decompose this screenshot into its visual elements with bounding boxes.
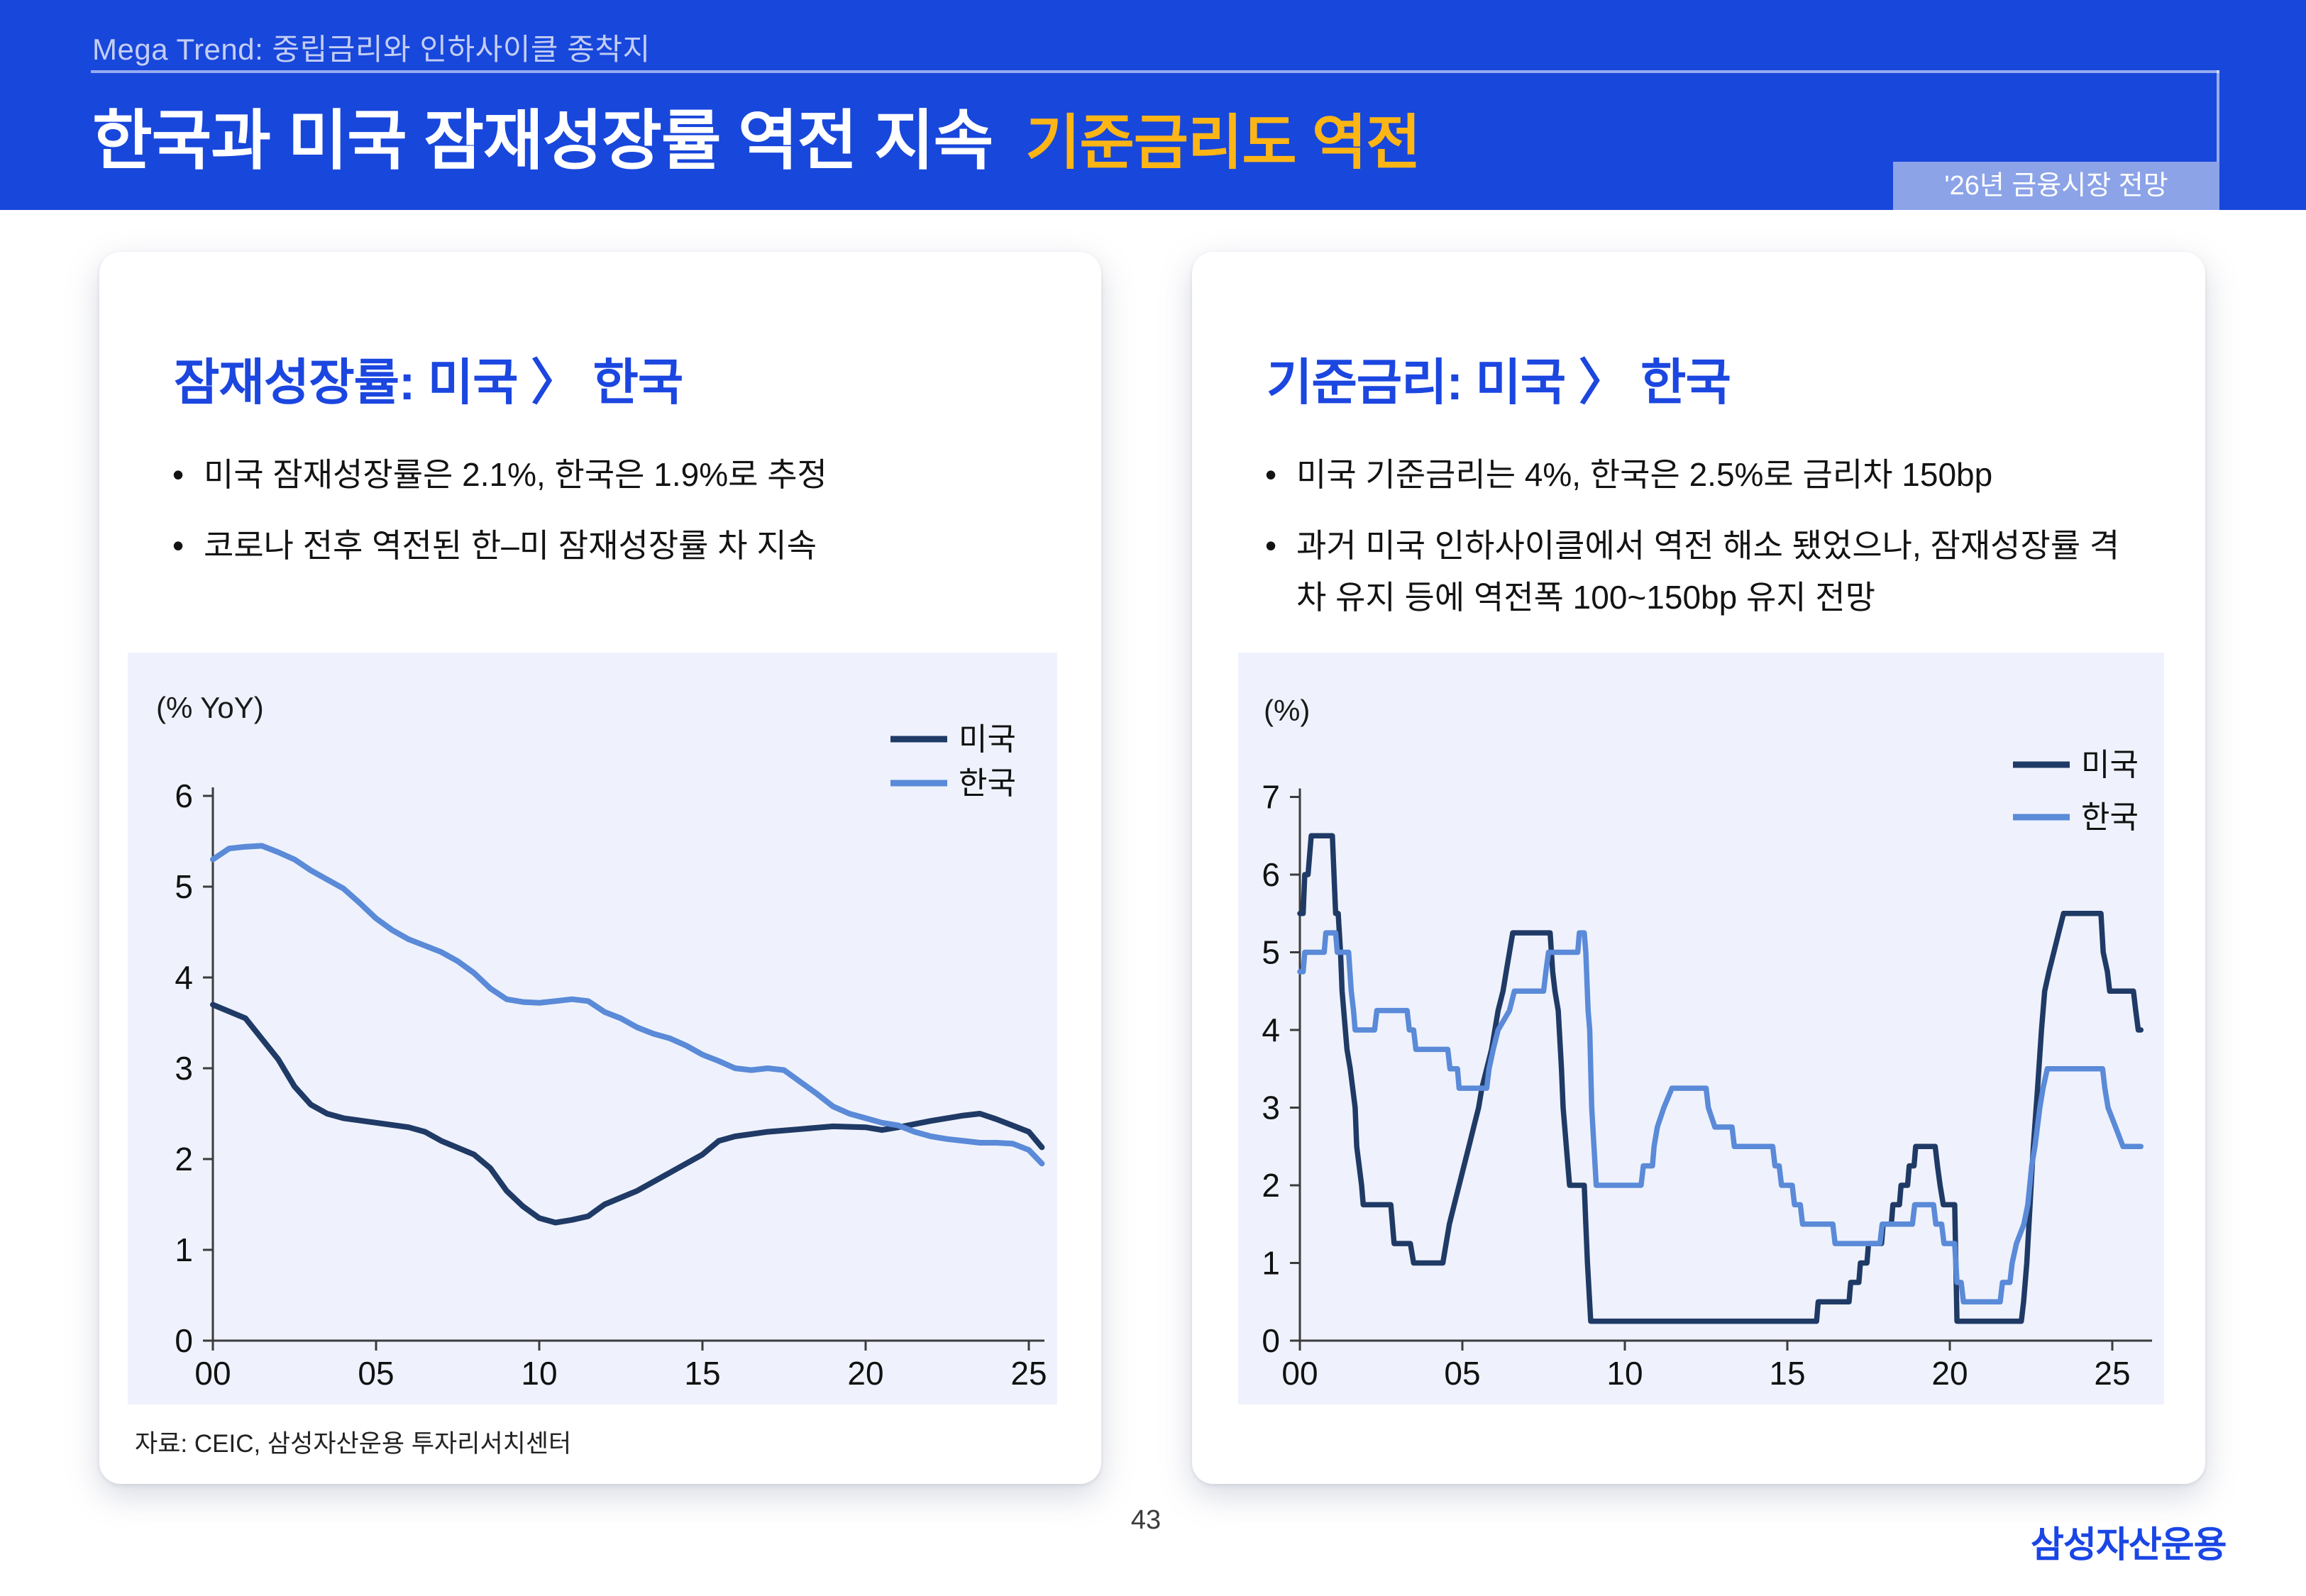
svg-text:3: 3 <box>1262 1090 1280 1126</box>
svg-text:20: 20 <box>1931 1355 1968 1392</box>
x-axis-ticks: 00 05 10 15 20 25 <box>1281 1341 2131 1392</box>
page-title-accent: 기준금리도 역전 <box>1025 109 1420 176</box>
svg-text:10: 10 <box>521 1355 557 1392</box>
x-axis-ticks: 00 05 10 15 20 25 <box>194 1341 1047 1392</box>
bullet-item: 미국 잠재성장률은 2.1%, 한국은 1.9%로 추정 <box>167 449 827 501</box>
svg-text:4: 4 <box>1262 1012 1280 1048</box>
svg-text:10: 10 <box>1606 1355 1643 1392</box>
company-logo: 삼성자산운용 <box>2031 1524 2227 1565</box>
eyebrow-text: Mega Trend: 중립금리와 인하사이클 종착지 <box>92 33 651 66</box>
y-axis-ticks: 0 1 2 3 4 5 6 <box>175 777 213 1359</box>
svg-text:0: 0 <box>175 1322 193 1359</box>
potential-growth-chart: (% YoY) 0 1 2 3 4 5 6 00 05 10 15 20 25 미국 한국 <box>128 653 1057 1404</box>
svg-text:5: 5 <box>175 868 193 905</box>
header-frame-edge <box>2217 70 2219 164</box>
y-axis-ticks: 0 1 2 3 4 5 6 7 <box>1262 779 1300 1359</box>
svg-text:0: 0 <box>1262 1322 1280 1359</box>
svg-text:00: 00 <box>194 1355 231 1392</box>
svg-text:2: 2 <box>1262 1167 1280 1204</box>
svg-text:미국: 미국 <box>959 722 1016 757</box>
svg-text:7: 7 <box>1262 779 1280 816</box>
kr-series-line <box>1297 930 2144 1305</box>
svg-text:05: 05 <box>358 1355 394 1392</box>
svg-text:한국: 한국 <box>959 766 1016 801</box>
forecast-badge: '26년 금융시장 전망 <box>1893 162 2219 210</box>
bullet-item: 코로나 전후 역전된 한–미 잠재성장률 차 지속 <box>167 520 827 572</box>
svg-text:5: 5 <box>1262 934 1280 971</box>
header-divider <box>91 70 2219 73</box>
potential-growth-card-title: 잠재성장률: 미국 〉 한국 <box>174 355 683 410</box>
svg-text:15: 15 <box>1769 1355 1805 1392</box>
axes <box>211 787 1044 1342</box>
svg-text:3: 3 <box>175 1050 193 1087</box>
policy-rate-card-title: 기준금리: 미국 〉 한국 <box>1267 355 1731 410</box>
svg-text:05: 05 <box>1444 1355 1480 1392</box>
policy-rate-card: 기준금리: 미국 〉 한국 미국 기준금리는 4%, 한국은 2.5%로 금리차… <box>1192 252 2205 1484</box>
y-axis-unit-label: (%) <box>1264 694 1310 727</box>
potential-growth-card: 잠재성장률: 미국 〉 한국 미국 잠재성장률은 2.1%, 한국은 1.9%로… <box>99 252 1101 1484</box>
title-row: 한국과 미국 잠재성장률 역전 지속 기준금리도 역전 <box>92 88 1421 182</box>
axes <box>1298 788 2152 1342</box>
y-axis-unit-label: (% YoY) <box>156 691 264 724</box>
policy-rate-bullets: 미국 기준금리는 4%, 한국은 2.5%로 금리차 150bp 과거 미국 인… <box>1259 449 2141 643</box>
policy-rate-chart: (%) 0 1 2 3 4 5 6 7 00 05 10 15 20 25 미국 한국 <box>1238 653 2164 1404</box>
svg-text:1: 1 <box>175 1231 193 1268</box>
svg-text:1: 1 <box>1262 1245 1280 1282</box>
svg-text:20: 20 <box>847 1355 883 1392</box>
svg-text:15: 15 <box>684 1355 720 1392</box>
kr-series-line <box>210 843 1045 1167</box>
svg-text:6: 6 <box>175 777 193 814</box>
header-bar: Mega Trend: 중립금리와 인하사이클 종착지 한국과 미국 잠재성장률… <box>0 0 2306 210</box>
svg-text:6: 6 <box>1262 856 1280 893</box>
page-title: 한국과 미국 잠재성장률 역전 지속 <box>92 105 993 177</box>
source-note: 자료: CEIC, 삼성자산운용 투자리서치센터 <box>135 1430 572 1458</box>
svg-text:25: 25 <box>2094 1355 2130 1392</box>
svg-text:00: 00 <box>1281 1355 1318 1392</box>
us-series-line <box>210 1002 1045 1226</box>
svg-text:한국: 한국 <box>2081 800 2139 835</box>
bullet-item: 미국 기준금리는 4%, 한국은 2.5%로 금리차 150bp <box>1259 449 2141 501</box>
page-number: 43 <box>1130 1505 1162 1535</box>
svg-text:25: 25 <box>1010 1355 1047 1392</box>
bullet-item: 과거 미국 인하사이클에서 역전 해소 됐었으나, 잠재성장률 격차 유지 등에… <box>1259 520 2141 624</box>
svg-text:4: 4 <box>175 959 193 996</box>
svg-text:2: 2 <box>175 1141 193 1177</box>
svg-text:미국: 미국 <box>2081 748 2139 782</box>
potential-growth-bullets: 미국 잠재성장률은 2.1%, 한국은 1.9%로 추정 코로나 전후 역전된 … <box>167 449 827 590</box>
